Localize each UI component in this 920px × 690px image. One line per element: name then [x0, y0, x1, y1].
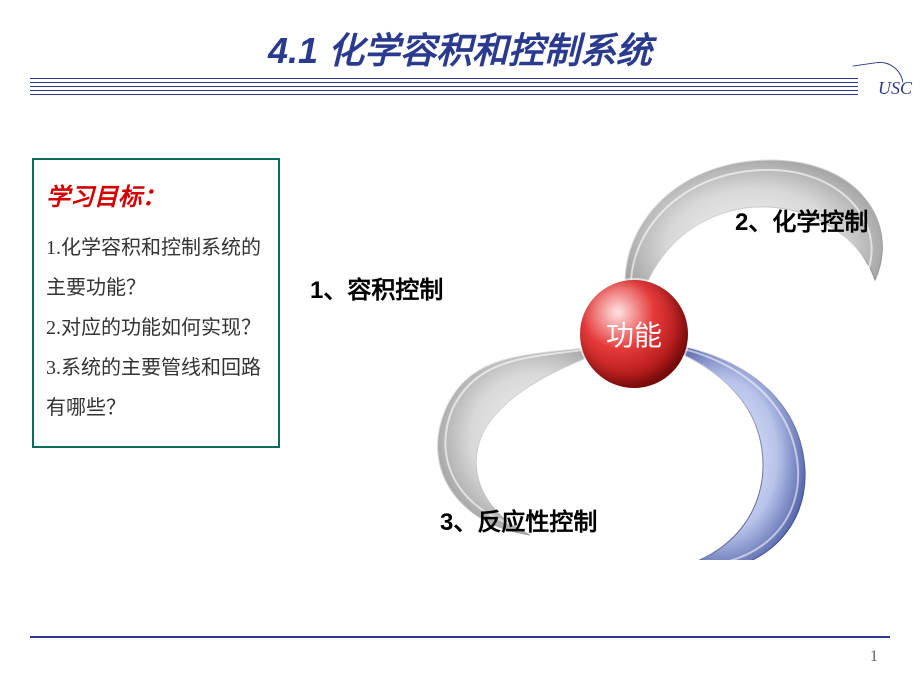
- title-rules: [30, 78, 858, 98]
- objectives-box: 学习目标： 1.化学容积和控制系统的主要功能？ 2.对应的功能如何实现？ 3.系…: [32, 158, 280, 448]
- slide-title: 4.1 化学容积和控制系统: [0, 0, 920, 74]
- logo-text: USC: [878, 78, 912, 99]
- page-number: 1: [870, 648, 878, 666]
- slide: 4.1 化学容积和控制系统 USC 学习目标： 1.化学容积和控制系统的主要功能…: [0, 0, 920, 690]
- diagram-label-3: 3、反应性控制: [440, 502, 597, 537]
- footer-rule: [30, 636, 890, 638]
- diagram-label-1: 1、容积控制: [310, 270, 443, 305]
- objective-item: 3.系统的主要管线和回路有哪些？: [46, 348, 266, 428]
- diagram-label-2: 2、化学控制: [735, 202, 868, 237]
- objectives-heading: 学习目标：: [46, 174, 266, 222]
- objective-item: 1.化学容积和控制系统的主要功能？: [46, 228, 266, 308]
- center-sphere: 功能: [580, 280, 688, 388]
- center-label: 功能: [606, 314, 662, 354]
- swirl-diagram: 功能 1、容积控制 2、化学控制 3、反应性控制: [300, 130, 900, 560]
- objective-item: 2.对应的功能如何实现？: [46, 308, 266, 348]
